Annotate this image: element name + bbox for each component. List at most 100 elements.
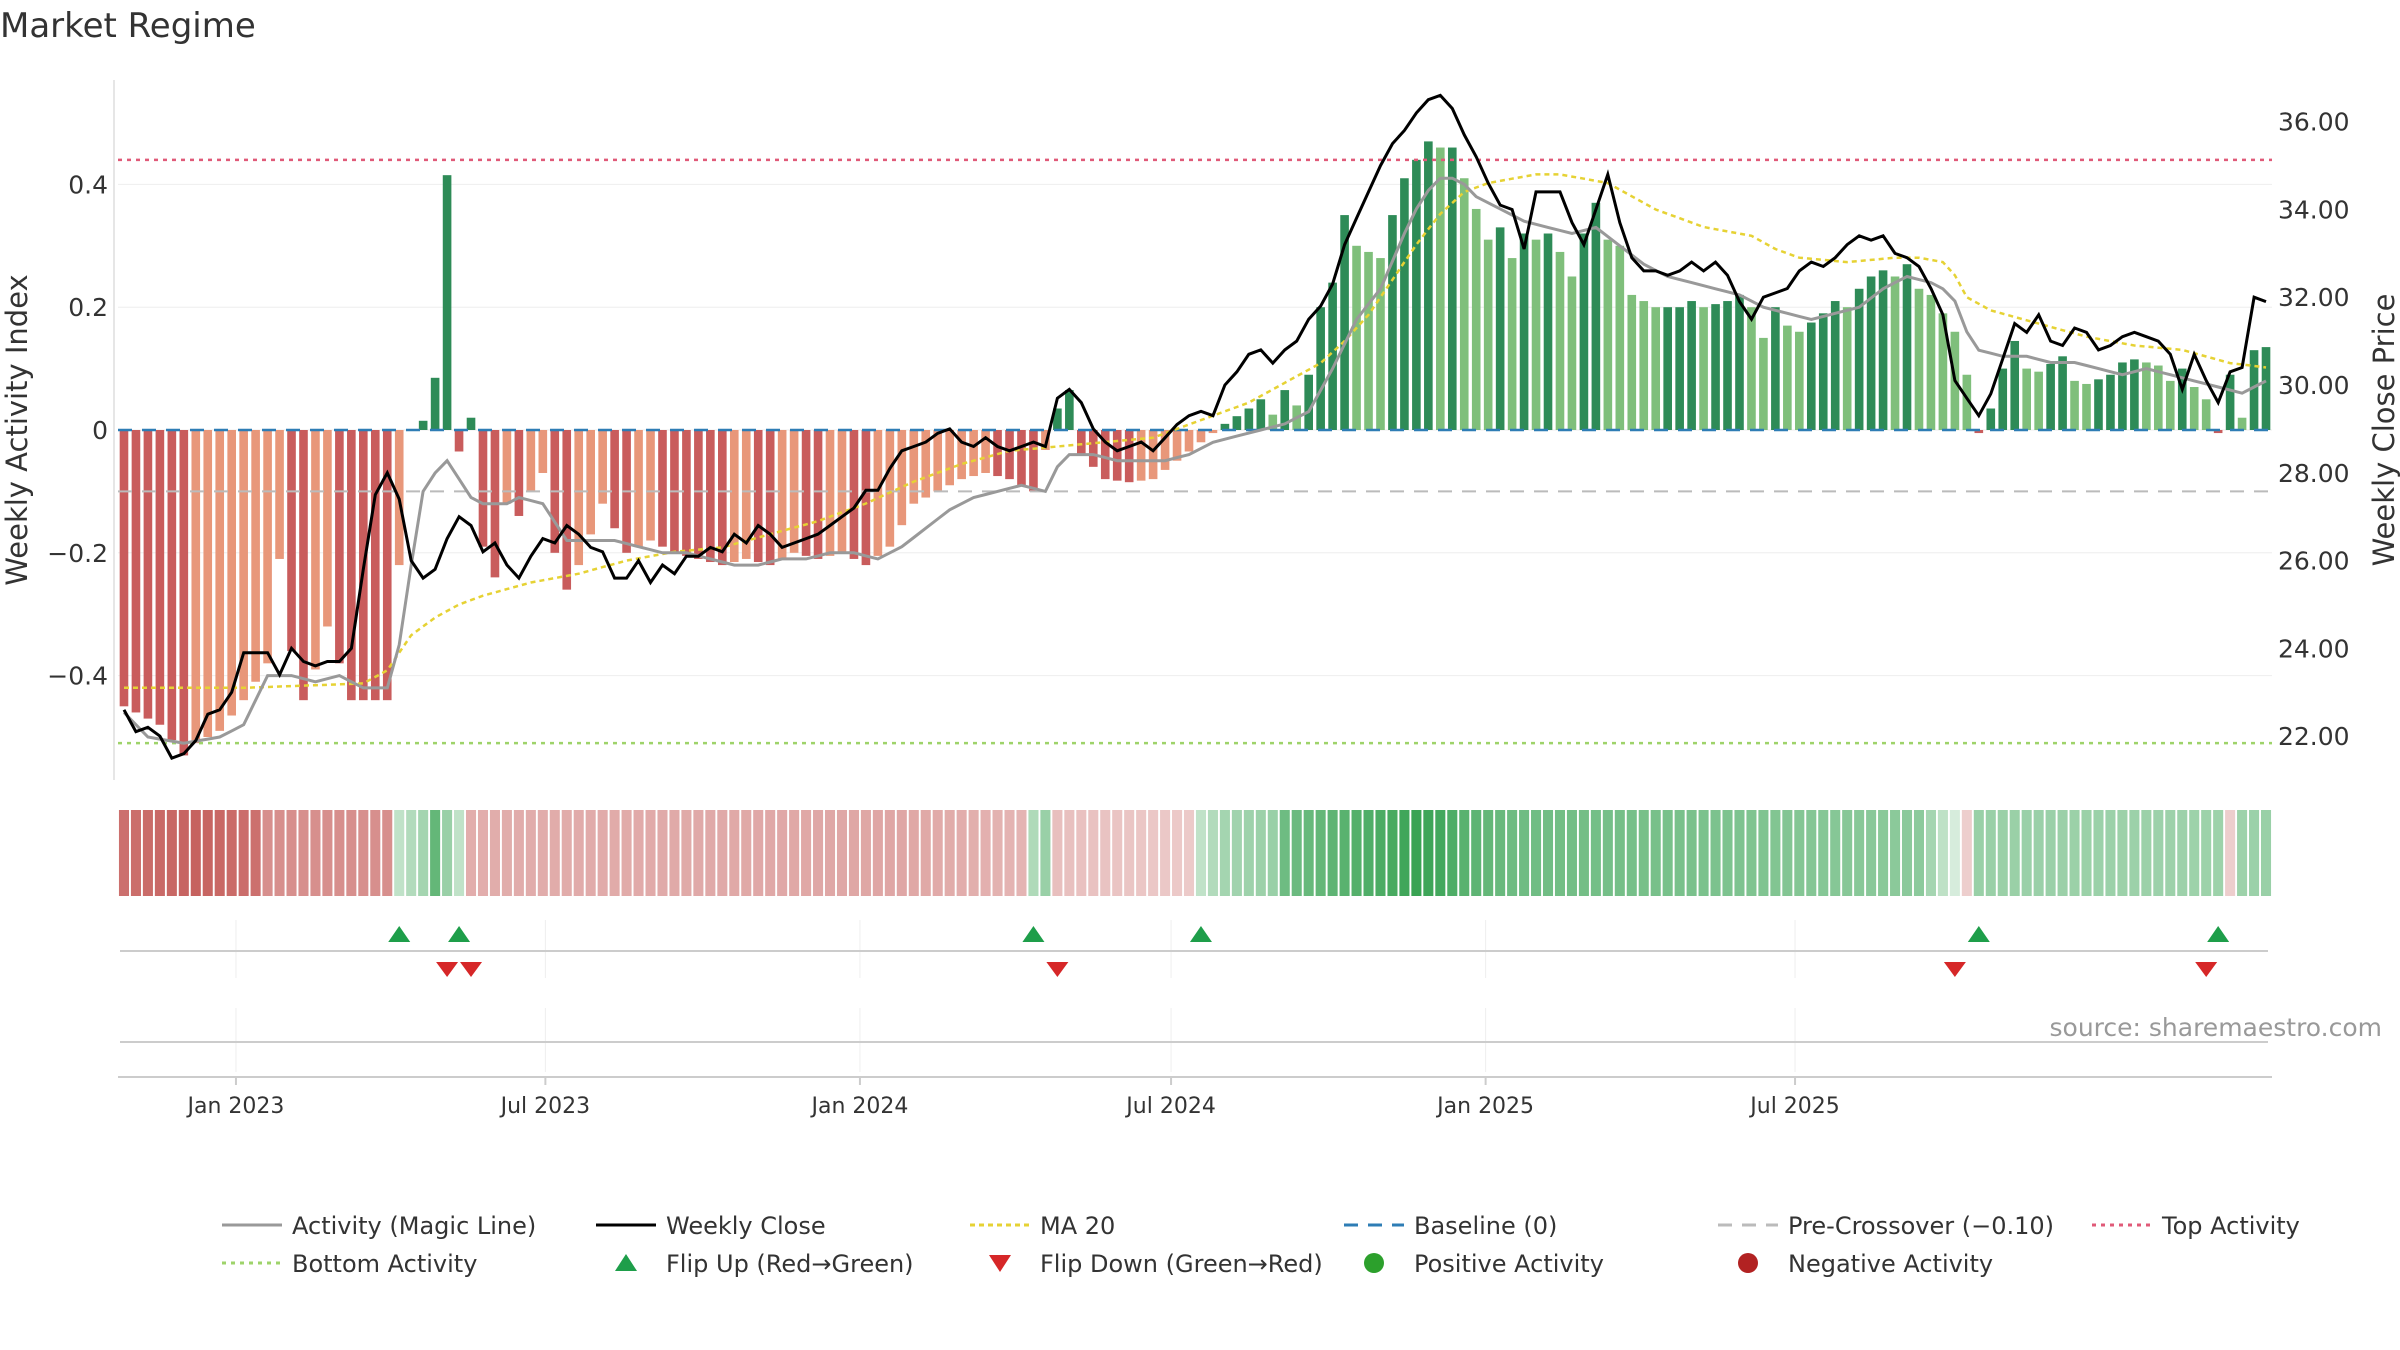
regime-cell xyxy=(1997,810,2008,896)
regime-cell xyxy=(1554,810,1566,896)
activity-bar xyxy=(897,430,907,526)
regime-cell xyxy=(1339,810,1350,896)
regime-cell xyxy=(1327,810,1338,896)
activity-bar xyxy=(1878,270,1888,430)
regime-cell xyxy=(765,810,776,896)
regime-cell xyxy=(394,810,405,896)
activity-bar xyxy=(1316,307,1325,430)
regime-cell xyxy=(525,810,536,896)
activity-bar xyxy=(1017,430,1026,486)
activity-bar xyxy=(382,430,392,701)
regime-cell xyxy=(1830,810,1841,896)
flip-up-marker xyxy=(1022,926,1045,942)
activity-bar xyxy=(442,175,452,430)
activity-bar xyxy=(2165,380,2175,430)
x-tick-label: Jan 2023 xyxy=(186,1094,285,1119)
legend-label: Positive Activity xyxy=(1414,1250,1604,1278)
activity-bar xyxy=(2237,417,2247,430)
activity-bar xyxy=(1304,374,1313,430)
legend-top-activity: Top Activity xyxy=(2092,1212,2300,1240)
regime-cell xyxy=(2021,810,2032,896)
regime-cell xyxy=(1854,810,1865,896)
right-tick-label: 30.00 xyxy=(2278,371,2350,400)
activity-bar xyxy=(299,430,308,701)
activity-bar xyxy=(2130,359,2139,430)
activity-bar xyxy=(1687,301,1696,430)
legend-label: Flip Up (Red→Green) xyxy=(666,1250,914,1278)
regime-cell xyxy=(1387,810,1398,896)
regime-cell xyxy=(693,810,704,896)
activity-bar xyxy=(1795,331,1804,430)
regime-cell xyxy=(549,810,560,896)
regime-cell xyxy=(932,810,943,896)
activity-bar xyxy=(1818,313,1828,430)
series-lines xyxy=(122,93,2267,760)
regime-cell xyxy=(489,810,500,896)
activity-bar xyxy=(239,430,248,701)
right-axis-label: Weekly Close Price xyxy=(2367,294,2400,567)
regime-cell xyxy=(1890,810,1901,896)
legend-swatch xyxy=(989,1255,1011,1272)
legend-negative-activity: Negative Activity xyxy=(1738,1250,1993,1278)
regime-cell xyxy=(513,810,524,896)
regime-cell xyxy=(2081,810,2092,896)
regime-cell xyxy=(1937,810,1948,896)
regime-cell xyxy=(1471,810,1482,896)
regime-cell xyxy=(1124,810,1135,896)
activity-bar xyxy=(131,430,141,713)
activity-bar xyxy=(251,430,260,682)
regime-cell xyxy=(741,810,752,896)
regime-cell xyxy=(1949,810,1960,896)
activity-bar xyxy=(885,430,895,547)
chart-title: Market Regime xyxy=(0,6,256,46)
regime-cell xyxy=(597,810,608,896)
activity-bar xyxy=(514,430,524,516)
activity-bar xyxy=(1244,408,1254,430)
regime-cell xyxy=(1112,810,1123,896)
activity-bar xyxy=(1041,430,1050,450)
regime-cell xyxy=(1255,810,1266,896)
activity-bar xyxy=(1388,215,1397,430)
flip-up-marker xyxy=(388,926,411,942)
regime-cell xyxy=(824,810,836,896)
regime-cell xyxy=(1399,810,1410,896)
regime-cell xyxy=(142,810,153,896)
x-tick-label: Jul 2025 xyxy=(1748,1094,1840,1119)
activity-bar xyxy=(119,430,129,707)
regime-cell xyxy=(501,810,512,896)
activity-bar xyxy=(1112,430,1122,481)
regime-cell xyxy=(1183,810,1195,896)
activity-bar xyxy=(1711,304,1720,430)
regime-cell xyxy=(1542,810,1554,896)
activity-bar xyxy=(1364,251,1373,430)
activity-bar xyxy=(718,430,727,566)
regime-cell xyxy=(2213,810,2224,896)
regime-cell xyxy=(621,810,632,896)
regime-cell xyxy=(753,810,764,896)
activity-bar xyxy=(1830,301,1840,430)
grid xyxy=(118,183,2272,1072)
activity-bar xyxy=(1256,399,1266,430)
right-tick-label: 26.00 xyxy=(2278,547,2350,576)
activity-bar xyxy=(1172,430,1182,461)
regime-cell xyxy=(2165,810,2176,896)
activity-bar xyxy=(1077,430,1086,455)
activity-bar xyxy=(1280,390,1290,430)
activity-bar xyxy=(1998,368,2008,430)
activity-bar xyxy=(1340,215,1349,430)
legend-label: Flip Down (Green→Red) xyxy=(1040,1250,1323,1278)
activity-bar xyxy=(1555,251,1565,430)
regime-cell xyxy=(1638,810,1649,896)
source-note: source: sharemaestro.com xyxy=(2049,1013,2383,1042)
regime-cell xyxy=(1447,810,1458,896)
regime-cell xyxy=(238,810,249,896)
left-tick-label: 0.2 xyxy=(68,293,108,322)
legend-swatch xyxy=(1364,1253,1384,1273)
regime-cell xyxy=(2177,810,2188,896)
activity-bar xyxy=(957,430,966,480)
regime-cell xyxy=(717,810,728,896)
legend-label: Negative Activity xyxy=(1788,1250,1993,1278)
regime-cell xyxy=(1925,810,1936,896)
flip-down-marker xyxy=(436,962,459,977)
activity-bar xyxy=(753,430,763,563)
